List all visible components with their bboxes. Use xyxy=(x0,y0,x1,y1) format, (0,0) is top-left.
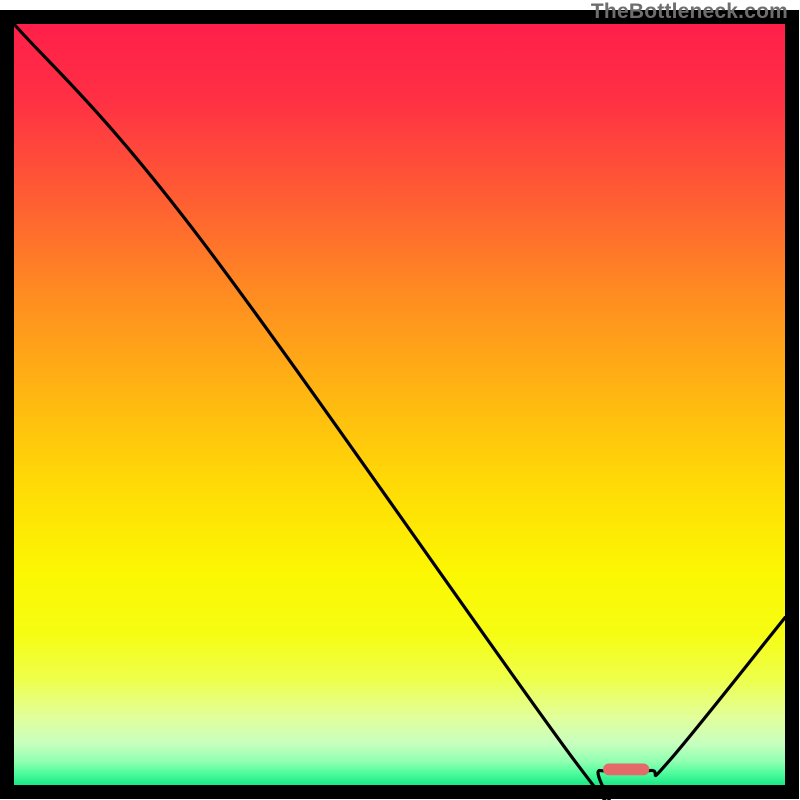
bottleneck-chart xyxy=(0,0,800,800)
plot-background xyxy=(14,24,785,785)
optimal-marker xyxy=(603,764,649,776)
chart-frame: TheBottleneck.com xyxy=(0,0,800,800)
watermark-text: TheBottleneck.com xyxy=(591,0,788,24)
